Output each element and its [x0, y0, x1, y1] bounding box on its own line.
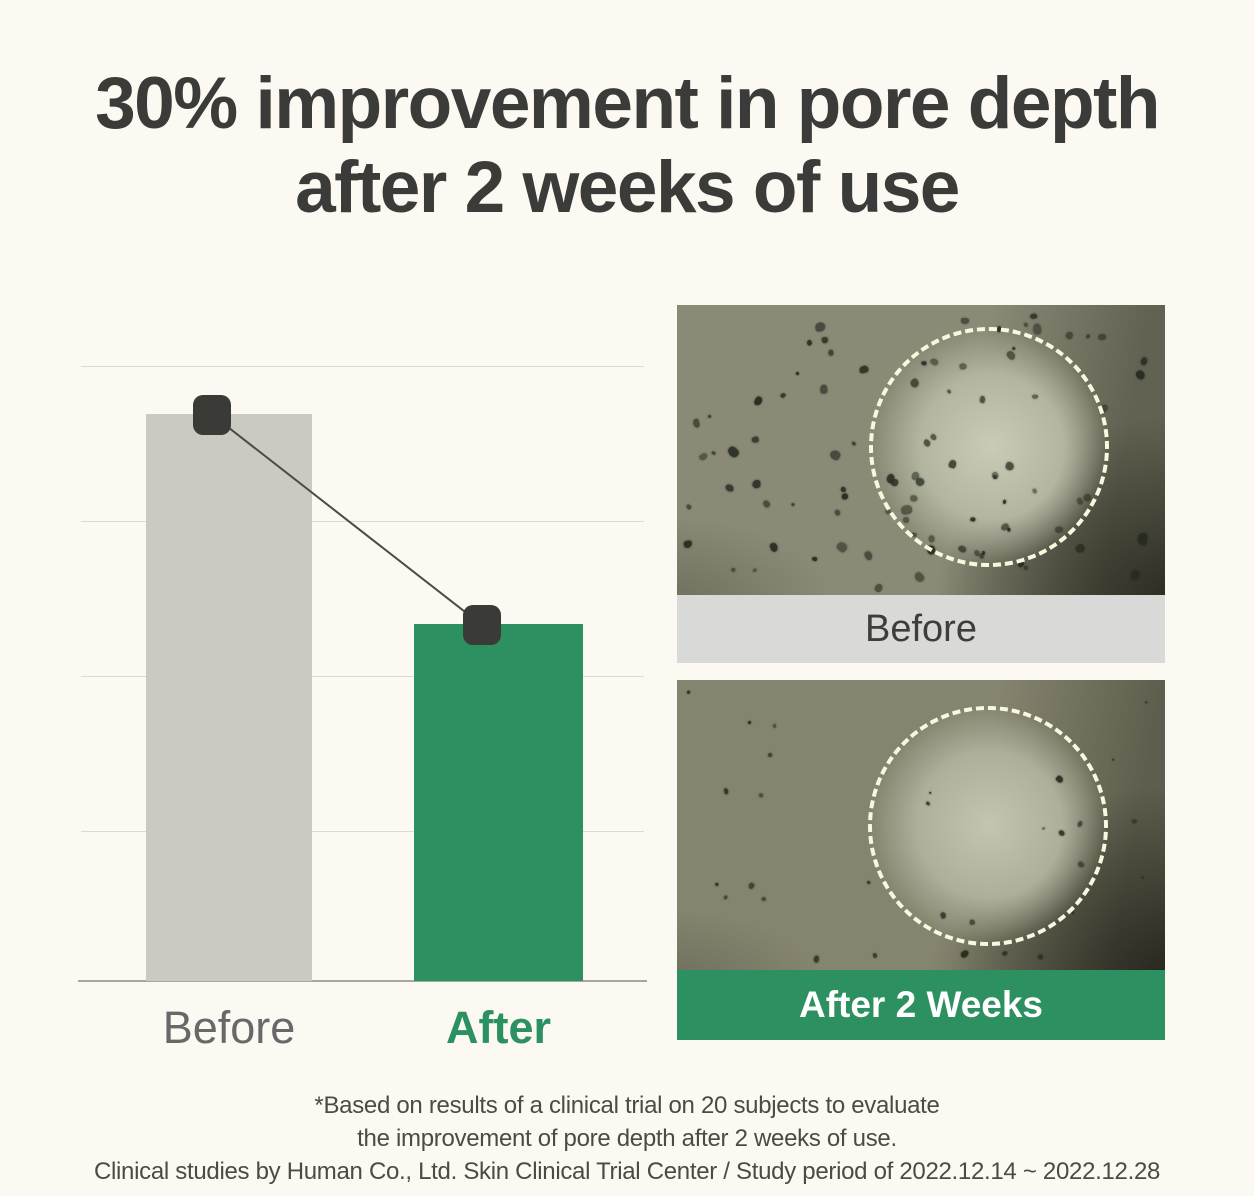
pore-dot — [1071, 911, 1075, 915]
pore-depth-bar-chart: Before After — [78, 350, 647, 1053]
pore-dot — [813, 956, 819, 964]
pore-dot — [707, 414, 712, 419]
pore-dot — [711, 451, 717, 456]
pore-dot — [725, 444, 740, 459]
pore-dot — [795, 372, 800, 376]
pore-dot — [835, 540, 849, 554]
gridline-1 — [81, 366, 644, 367]
pore-dot — [752, 568, 757, 573]
pore-dot — [862, 550, 874, 562]
pore-dot — [841, 493, 848, 499]
pore-dot — [1001, 950, 1008, 956]
pore-dot — [724, 484, 734, 493]
pore-dot — [1074, 543, 1087, 555]
pore-dot — [840, 486, 846, 492]
pore-dot — [767, 753, 772, 758]
bar-category-label-after: After — [445, 1002, 551, 1053]
pore-dot — [684, 503, 692, 511]
bar-before — [146, 414, 312, 981]
pore-dot — [1134, 368, 1146, 381]
photo-card-before: Before — [677, 305, 1165, 663]
trend-connector-line — [211, 414, 483, 626]
pore-dot — [1032, 323, 1041, 335]
pore-dot — [723, 788, 729, 795]
pore-dot — [698, 451, 709, 462]
pore-dot — [1144, 700, 1149, 704]
pore-dot — [751, 479, 761, 489]
bar-category-label-before: Before — [162, 1002, 296, 1053]
skin-photo-after — [677, 680, 1165, 970]
pore-dot — [761, 896, 767, 902]
page-title-line2: after 2 weeks of use — [295, 146, 960, 228]
gridline-4 — [81, 831, 644, 832]
pore-dot — [714, 882, 719, 886]
footnote-line3: Clinical studies by Human Co., Ltd. Skin… — [93, 1158, 1161, 1186]
marker-square-before — [193, 395, 232, 435]
skin-photo-before — [677, 305, 1165, 595]
pore-dot — [1129, 569, 1141, 581]
pore-dot — [1037, 953, 1044, 960]
pore-dot — [1131, 819, 1138, 825]
pore-dot — [833, 509, 841, 517]
pore-dot — [772, 723, 777, 728]
pore-dot — [1085, 334, 1091, 340]
photo-label-after: After 2 Weeks — [677, 970, 1165, 1040]
pore-dot — [961, 317, 970, 324]
pore-dot — [780, 392, 788, 399]
pore-dot — [805, 339, 813, 347]
pore-dot — [758, 793, 763, 798]
pore-dot — [692, 417, 701, 428]
pore-dot — [960, 949, 970, 959]
pore-dot — [857, 365, 869, 375]
pore-dot — [827, 349, 834, 356]
pore-dot — [1136, 532, 1148, 546]
footnote-line2: the improvement of pore depth after 2 we… — [357, 1125, 897, 1153]
pore-dot — [687, 690, 691, 695]
footnote: *Based on results of a clinical trial on… — [0, 1089, 1254, 1188]
pore-dot — [753, 395, 763, 407]
pore-dot — [1139, 356, 1149, 367]
photo-card-after: After 2 Weeks — [677, 680, 1165, 1040]
pore-dot — [866, 880, 871, 885]
highlight-dashed-circle-after — [868, 706, 1108, 946]
pore-dot — [1111, 758, 1114, 762]
pore-dot — [811, 557, 818, 562]
pore-dot — [790, 502, 795, 507]
pore-dot — [1029, 313, 1037, 320]
pore-dot — [724, 895, 729, 900]
pore-dot — [1065, 331, 1074, 340]
highlight-dashed-circle-before — [869, 327, 1109, 567]
x-axis-line — [78, 980, 647, 982]
pore-dot — [1097, 333, 1107, 342]
pore-dot — [769, 541, 780, 553]
marker-square-after — [462, 604, 501, 645]
pore-dot — [747, 882, 755, 890]
pore-dot — [748, 720, 752, 725]
pore-dot — [829, 448, 843, 461]
bar-after — [414, 623, 583, 981]
pore-dot — [730, 567, 737, 573]
page-title-line1: 30% improvement in pore depth — [95, 63, 1160, 144]
photo-label-before: Before — [677, 595, 1165, 663]
gridline-3 — [81, 676, 644, 677]
pore-dot — [683, 540, 693, 549]
pore-dot — [912, 570, 926, 584]
pore-dot — [873, 583, 884, 594]
pore-dot — [1023, 322, 1028, 327]
footnote-line1: *Based on results of a clinical trial on… — [314, 1092, 940, 1119]
pore-dot — [815, 321, 827, 332]
pore-dot — [819, 384, 828, 394]
pore-dot — [1023, 565, 1029, 571]
pore-dot — [1141, 876, 1145, 879]
pore-dot — [872, 952, 878, 959]
pore-dot — [750, 435, 760, 444]
page-title: 30% improvement in pore depth after 2 we… — [0, 62, 1254, 230]
pore-dot — [821, 336, 829, 343]
pore-dot — [852, 441, 857, 446]
pore-dot — [761, 499, 771, 509]
gridline-2 — [81, 521, 644, 522]
